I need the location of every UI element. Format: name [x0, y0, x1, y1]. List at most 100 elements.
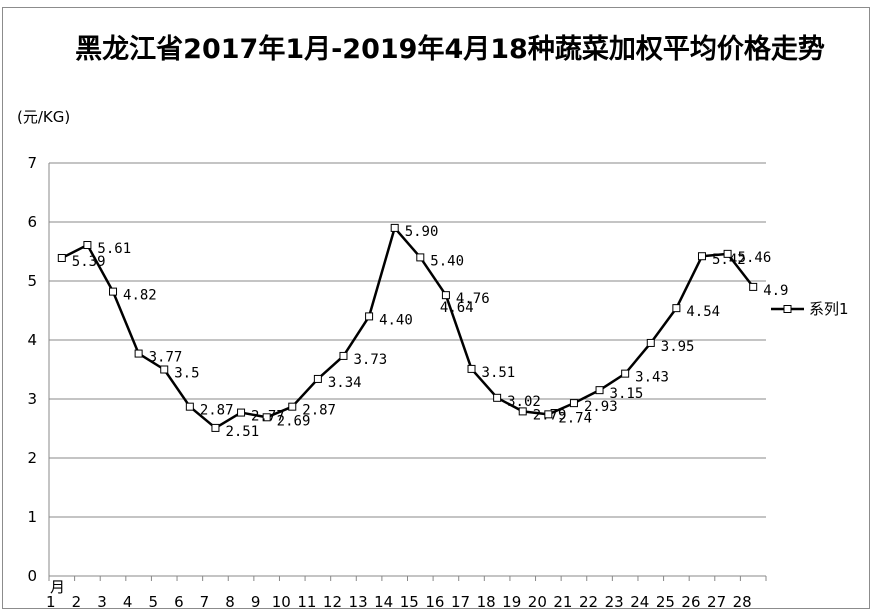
x-tick-label: 9 [251, 593, 261, 611]
x-tick-label: 6 [174, 593, 184, 611]
data-point [313, 374, 322, 383]
x-tick-label: 3 [97, 593, 107, 611]
legend-label: 系列1 [809, 300, 849, 318]
data-label: 3.95 [661, 339, 695, 355]
x-tick-label: 7 [200, 593, 210, 611]
data-point [467, 364, 476, 373]
data-label: 3.73 [353, 352, 387, 368]
data-label: 5.39 [72, 254, 106, 270]
data-label: 2.87 [302, 403, 336, 419]
data-point [109, 287, 118, 296]
data-point [134, 349, 143, 358]
data-label: 2.87 [200, 403, 234, 419]
data-label: 5.61 [97, 241, 131, 257]
x-tick-label: 27 [707, 593, 726, 611]
x-tick-label: 21 [553, 593, 572, 611]
x-tick-label: 2 [72, 593, 82, 611]
annotation-label: 4.64 [440, 300, 474, 316]
x-tick-label: 12 [323, 593, 342, 611]
data-label: 5.46 [738, 250, 772, 266]
x-tick-label: 10 [272, 593, 291, 611]
series-line [61, 226, 755, 430]
data-label: 3.5 [174, 366, 199, 382]
data-point [672, 304, 681, 313]
data-label: 2.79 [533, 407, 567, 423]
data-point [621, 369, 630, 378]
data-point [697, 252, 706, 261]
x-tick-label: 17 [451, 593, 470, 611]
data-label: 2.51 [225, 424, 259, 440]
data-label: 2.74 [558, 410, 592, 426]
data-point [83, 241, 92, 250]
y-tick-label: 3 [27, 390, 37, 408]
x-tick-label: 4 [123, 593, 133, 611]
x-tick-label: 1 [46, 593, 56, 611]
y-tick-label: 6 [27, 213, 37, 231]
x-axis-label: 月 [50, 578, 65, 596]
data-point [185, 402, 194, 411]
x-tick-label: 8 [225, 593, 235, 611]
data-label: 4.76 [456, 291, 490, 307]
data-label: 5.90 [405, 224, 439, 240]
x-tick-label: 23 [605, 593, 624, 611]
data-label: 4.9 [763, 283, 788, 299]
x-tick-label: 18 [477, 593, 496, 611]
data-point [595, 386, 604, 395]
x-tick-label: 20 [528, 593, 547, 611]
x-tick-label: 11 [297, 593, 316, 611]
data-label: 3.51 [482, 365, 516, 381]
legend-marker [783, 305, 792, 313]
data-point [211, 423, 220, 432]
x-tick-label: 26 [681, 593, 700, 611]
data-point [493, 393, 502, 402]
x-tick-label: 14 [374, 593, 393, 611]
data-label: 4.54 [686, 304, 720, 320]
x-tick-label: 24 [630, 593, 649, 611]
data-point [288, 402, 297, 411]
data-point [518, 407, 527, 416]
data-point [262, 413, 271, 422]
x-tick-label: 16 [425, 593, 444, 611]
chart-title: 黑龙江省2017年1月-2019年4月18种蔬菜加权平均价格走势 [75, 34, 825, 65]
x-tick-label: 5 [148, 593, 158, 611]
data-label: 3.02 [507, 394, 541, 410]
data-point [57, 253, 66, 262]
y-tick-label: 5 [27, 272, 37, 290]
chart-frame [2, 7, 870, 609]
data-point [390, 223, 399, 232]
data-label: 2.77 [251, 409, 285, 425]
data-label: 3.34 [328, 375, 362, 391]
x-tick-label: 28 [733, 593, 752, 611]
data-label: 4.40 [379, 312, 413, 328]
data-point [723, 249, 732, 258]
data-point [237, 408, 246, 417]
y-tick-label: 0 [27, 567, 37, 585]
data-label: 2.69 [277, 413, 311, 429]
x-tick-label: 22 [579, 593, 598, 611]
y-tick-label: 7 [27, 154, 37, 172]
y-tick-label: 2 [27, 449, 37, 467]
data-point [569, 399, 578, 408]
x-tick-label: 19 [502, 593, 521, 611]
data-label: 5.40 [430, 253, 464, 269]
data-point [365, 312, 374, 321]
data-point [416, 253, 425, 262]
x-tick-label: 25 [656, 593, 675, 611]
data-label: 3.43 [635, 370, 669, 386]
y-tick-label: 4 [27, 331, 37, 349]
data-point [544, 410, 553, 419]
data-label: 3.77 [149, 350, 183, 366]
data-label: 5.42 [712, 252, 746, 268]
data-point [441, 291, 450, 300]
x-tick-label: 15 [400, 593, 419, 611]
y-axis-label: (元/KG) [17, 108, 70, 126]
data-label: 4.82 [123, 288, 157, 304]
data-point [339, 351, 348, 360]
data-point [749, 282, 758, 291]
x-tick-label: 13 [349, 593, 368, 611]
data-label: 3.15 [610, 386, 644, 402]
data-label: 2.93 [584, 399, 618, 415]
data-point [646, 338, 655, 347]
data-point [160, 365, 169, 374]
